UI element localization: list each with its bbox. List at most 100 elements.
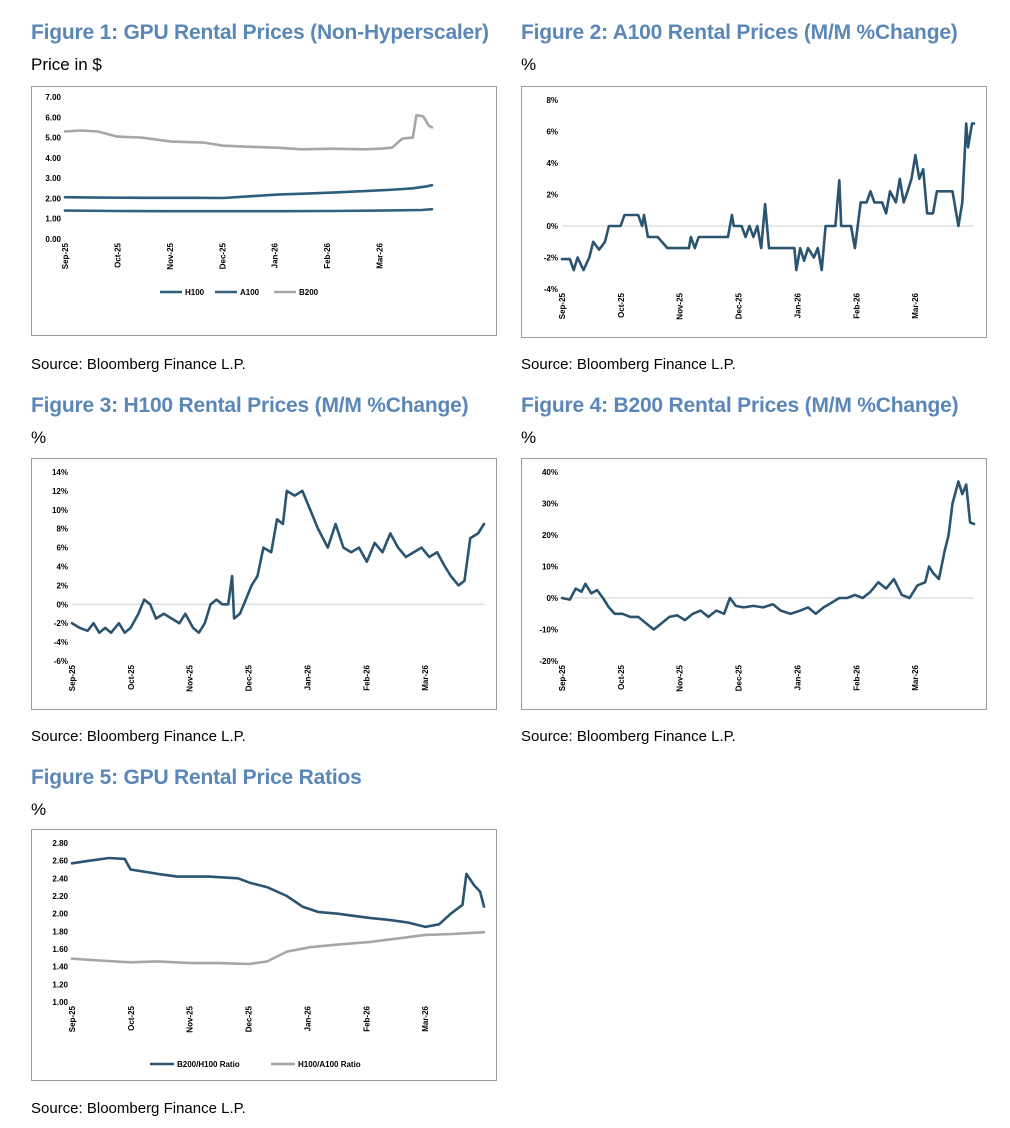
- x-tick-label: Nov-25: [676, 664, 685, 691]
- legend-label: B200: [299, 288, 319, 297]
- x-tick-label: Dec-25: [735, 292, 744, 319]
- x-tick-label: Oct-25: [127, 664, 136, 689]
- x-tick-label: Dec-25: [218, 242, 227, 269]
- y-tick-label: -6%: [54, 657, 68, 666]
- y-tick-label: 4%: [56, 563, 68, 572]
- x-tick-label: Nov-25: [186, 1005, 195, 1032]
- series-line-0: [560, 122, 976, 272]
- x-tick-label: Feb-26: [323, 242, 332, 268]
- figure-unit-label: %: [521, 55, 537, 74]
- figure-unit-label: %: [31, 428, 47, 447]
- x-tick-label: Oct-25: [113, 242, 122, 267]
- x-tick-label: Jan-26: [793, 664, 802, 690]
- x-tick-label: Mar-26: [911, 664, 920, 690]
- y-tick-label: 2.40: [52, 874, 68, 883]
- x-tick-label: Mar-26: [421, 664, 430, 690]
- figure-3: Figure 3: H100 Rental Prices (M/M %Chang…: [31, 394, 501, 754]
- y-tick-label: 7.00: [45, 93, 61, 102]
- y-tick-label: 12%: [52, 487, 68, 496]
- x-tick-label: Nov-25: [166, 242, 175, 269]
- x-tick-label: Jan-26: [303, 1005, 312, 1031]
- figure-title: Figure 3: H100 Rental Prices (M/M %Chang…: [31, 394, 469, 417]
- figure-title: Figure 2: A100 Rental Prices (M/M %Chang…: [521, 21, 958, 44]
- x-tick-label: Dec-25: [245, 1005, 254, 1032]
- y-tick-label: 20%: [542, 531, 558, 540]
- chart-frame: -20% -10% 0% 10% 20% 30% 40% Sep-25 Oct-25 Nov-25…: [521, 458, 987, 710]
- x-tick-label: Nov-25: [676, 292, 685, 319]
- y-tick-label: 14%: [52, 468, 68, 477]
- chart-5-svg: 1.00 1.20 1.40 1.60 1.80 2.00 2.20 2.40 2.60 2.80…: [52, 839, 486, 1069]
- x-tick-label: Dec-25: [735, 664, 744, 691]
- y-tick-label: 8%: [546, 96, 558, 105]
- y-tick-label: 6%: [56, 544, 68, 553]
- chart-frame: -4% -2% 0% 2% 4% 6% 8% Sep-25 Oct-25 Nov-25 Dec-25…: [521, 86, 987, 338]
- x-tick-label: Sep-25: [558, 292, 567, 319]
- x-tick-label: Mar-26: [376, 242, 385, 268]
- y-tick-label: 1.40: [52, 963, 68, 972]
- chart-frame: 0.00 1.00 2.00 3.00 4.00 5.00 6.00 7.00 Sep-25 Oc…: [31, 86, 497, 336]
- figure-title: Figure 5: GPU Rental Price Ratios: [31, 766, 362, 789]
- x-tick-label: Jan-26: [271, 242, 280, 268]
- x-tick-label: Oct-25: [617, 292, 626, 317]
- y-tick-label: 8%: [56, 525, 68, 534]
- y-tick-label: 10%: [52, 506, 68, 515]
- y-tick-label: -2%: [544, 254, 558, 263]
- y-tick-label: 5.00: [45, 134, 61, 143]
- figure-title: Figure 4: B200 Rental Prices (M/M %Chang…: [521, 394, 959, 417]
- series-line-b200: [63, 113, 434, 151]
- x-tick-label: Dec-25: [245, 664, 254, 691]
- x-tick-label: Mar-26: [421, 1005, 430, 1031]
- chart-1-svg: 0.00 1.00 2.00 3.00 4.00 5.00 6.00 7.00 Sep-25 Oc…: [45, 93, 434, 297]
- figure-2: Figure 2: A100 Rental Prices (M/M %Chang…: [521, 21, 991, 381]
- series-line-b200-h100-ratio: [70, 856, 486, 929]
- figure-source: Source: Bloomberg Finance L.P.: [521, 728, 736, 745]
- series-line-0: [70, 489, 486, 634]
- y-tick-label: 2%: [546, 191, 558, 200]
- legend-label: A100: [240, 288, 260, 297]
- x-tick-label: Jan-26: [793, 292, 802, 318]
- y-tick-label: 6%: [546, 128, 558, 137]
- figure-source: Source: Bloomberg Finance L.P.: [31, 1100, 246, 1117]
- figure-source: Source: Bloomberg Finance L.P.: [31, 728, 246, 745]
- figure-unit-label: Price in $: [31, 55, 102, 74]
- chart-4-svg: -20% -10% 0% 10% 20% 30% 40% Sep-25 Oct-25 Nov-25…: [539, 468, 976, 692]
- x-tick-label: Oct-25: [617, 664, 626, 689]
- y-tick-label: 1.60: [52, 945, 68, 954]
- chart-2-svg: -4% -2% 0% 2% 4% 6% 8% Sep-25 Oct-25 Nov-25 Dec-25…: [544, 96, 976, 320]
- chart-frame: -6% -4% -2% 0% 2% 4% 6% 8% 10% 12% 14% Sep-25 Oct-25…: [31, 458, 497, 710]
- y-tick-label: 2%: [56, 581, 68, 590]
- y-tick-label: 10%: [542, 563, 558, 572]
- x-tick-label: Mar-26: [911, 292, 920, 318]
- x-tick-label: Sep-25: [68, 664, 77, 691]
- legend-label: H100/A100 Ratio: [298, 1060, 361, 1069]
- figure-1: Figure 1: GPU Rental Prices (Non-Hypersc…: [31, 21, 501, 381]
- figure-title: Figure 1: GPU Rental Prices (Non-Hypersc…: [31, 21, 489, 44]
- y-tick-label: 2.00: [45, 194, 61, 203]
- y-tick-label: 4%: [546, 159, 558, 168]
- y-tick-label: 2.00: [52, 910, 68, 919]
- figure-source: Source: Bloomberg Finance L.P.: [31, 356, 246, 373]
- x-tick-label: Sep-25: [61, 242, 70, 269]
- y-tick-label: 2.20: [52, 892, 68, 901]
- figure-4: Figure 4: B200 Rental Prices (M/M %Chang…: [521, 394, 991, 754]
- legend-label: B200/H100 Ratio: [177, 1060, 240, 1069]
- series-line-h100: [63, 183, 434, 200]
- y-tick-label: -4%: [54, 638, 68, 647]
- y-tick-label: 3.00: [45, 174, 61, 183]
- y-tick-label: 1.00: [45, 215, 61, 224]
- x-tick-label: Nov-25: [186, 664, 195, 691]
- x-tick-label: Feb-26: [362, 1005, 371, 1031]
- y-tick-label: 30%: [542, 500, 558, 509]
- y-tick-label: 2.60: [52, 857, 68, 866]
- y-tick-label: 0%: [56, 600, 68, 609]
- x-tick-label: Jan-26: [303, 664, 312, 690]
- y-tick-label: -4%: [544, 285, 558, 294]
- chart-3-svg: -6% -4% -2% 0% 2% 4% 6% 8% 10% 12% 14% Sep-25 Oct-25…: [52, 468, 486, 692]
- y-tick-label: 1.00: [52, 998, 68, 1007]
- legend-label: H100: [185, 288, 205, 297]
- y-tick-label: 6.00: [45, 113, 61, 122]
- y-tick-label: -2%: [54, 619, 68, 628]
- y-tick-label: -10%: [539, 626, 558, 635]
- x-tick-label: Feb-26: [852, 664, 861, 690]
- y-tick-label: 1.20: [52, 980, 68, 989]
